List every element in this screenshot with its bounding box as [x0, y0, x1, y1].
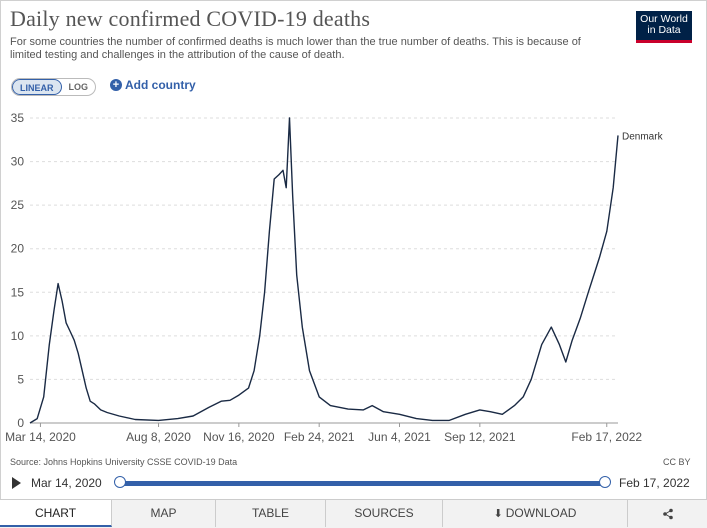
tab-download-label: DOWNLOAD [505, 506, 577, 520]
logo-line-2: in Data [647, 24, 681, 36]
line-chart: 0 5 10 15 20 25 30 35 Mar 14, 2020 Aug 8, 2020 No… [5, 111, 664, 444]
x-tick-label: Feb 17, 2022 [571, 430, 642, 444]
tab-table[interactable]: TABLE [216, 500, 326, 527]
download-icon: ⬇ [493, 508, 503, 520]
y-tick-label: 0 [17, 416, 24, 430]
timeline-start-handle[interactable] [114, 476, 126, 488]
x-tick-label: Nov 16, 2020 [203, 430, 275, 444]
x-tick-label: Jun 4, 2021 [368, 430, 431, 444]
owid-logo[interactable]: Our World in Data [636, 11, 692, 43]
plus-icon: + [110, 79, 122, 91]
chart-title: Daily new confirmed COVID-19 deaths [10, 6, 371, 31]
play-icon[interactable] [12, 477, 21, 489]
x-tick-label: Aug 8, 2020 [126, 430, 191, 444]
add-country-label: Add country [125, 78, 196, 92]
linear-scale-button[interactable]: LINEAR [12, 79, 62, 95]
timeline-track[interactable] [120, 481, 605, 486]
timeline-start-label: Mar 14, 2020 [31, 476, 102, 490]
y-tick-label: 5 [17, 372, 24, 386]
chart-subtitle: For some countries the number of confirm… [10, 36, 581, 61]
tab-map[interactable]: MAP [112, 500, 216, 527]
y-tick-label: 15 [11, 285, 25, 299]
series-label: Denmark [622, 131, 664, 142]
add-country-button[interactable]: + Add country [110, 78, 196, 92]
x-axis-ticks: Mar 14, 2020 Aug 8, 2020 Nov 16, 2020 Feb 2… [5, 423, 642, 444]
tab-sources[interactable]: SOURCES [326, 500, 443, 527]
series-line [29, 117, 619, 424]
logo-line-1: Our World [640, 13, 688, 25]
timeline: Mar 14, 2020 Feb 17, 2022 [0, 472, 707, 494]
y-tick-label: 20 [11, 242, 25, 256]
y-tick-label: 10 [11, 329, 25, 343]
scale-toggle: LINEAR LOG [11, 78, 96, 96]
tab-chart[interactable]: CHART [0, 500, 112, 527]
x-tick-label: Sep 12, 2021 [444, 430, 516, 444]
license-link[interactable]: CC BY [663, 457, 691, 467]
y-axis-ticks: 0 5 10 15 20 25 30 35 [11, 111, 25, 430]
tab-download[interactable]: ⬇ DOWNLOAD [443, 500, 628, 527]
y-tick-label: 35 [11, 111, 25, 125]
timeline-end-label: Feb 17, 2022 [619, 476, 690, 490]
tab-bar: CHART MAP TABLE SOURCES ⬇ DOWNLOAD [0, 499, 707, 528]
log-scale-button[interactable]: LOG [68, 82, 89, 92]
y-tick-label: 30 [11, 155, 25, 169]
tab-share[interactable] [628, 500, 707, 527]
x-tick-label: Feb 24, 2021 [284, 430, 355, 444]
x-tick-label: Mar 14, 2020 [5, 430, 76, 444]
timeline-end-handle[interactable] [599, 476, 611, 488]
y-tick-label: 25 [11, 198, 25, 212]
grid-layer [30, 117, 618, 380]
source-note: Source: Johns Hopkins University CSSE CO… [10, 457, 238, 467]
series-layer: Denmark [29, 117, 664, 424]
share-icon [662, 508, 673, 520]
